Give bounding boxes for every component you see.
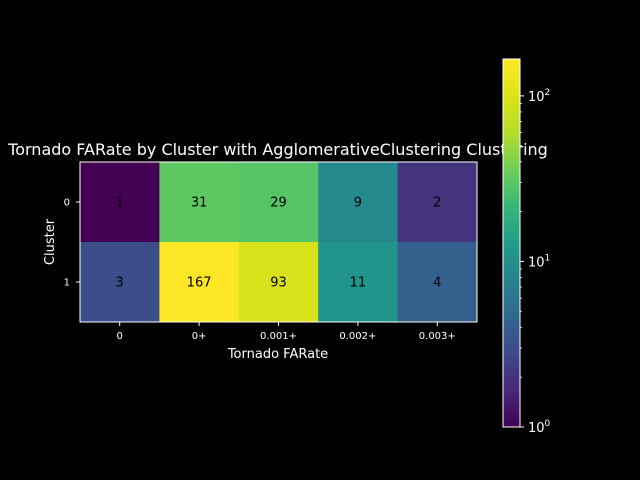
- heatmap-cell: [238, 242, 319, 323]
- y-axis: 01: [64, 198, 80, 289]
- cell-value-label: 4: [433, 276, 441, 291]
- x-tick-label: 0.003+: [419, 331, 456, 342]
- heatmap-cell: [80, 162, 160, 243]
- cell-value-label: 31: [191, 196, 208, 211]
- heatmap-cell: [318, 162, 399, 243]
- colorbar-tick-label: 102: [528, 88, 550, 105]
- cell-value-label: 93: [270, 276, 287, 291]
- heatmap-cell: [80, 242, 160, 323]
- cell-value-label: 167: [187, 276, 212, 291]
- cell-value-label: 1: [116, 196, 124, 211]
- colorbar-ticks: 100 101 102: [520, 88, 551, 436]
- x-tick-label: 0: [117, 331, 123, 342]
- x-axis: 0 0+ 0.001+ 0.002+ 0.003+: [117, 322, 456, 342]
- cell-annotations: 1 31 29 9 2 3 167 93 11 4: [116, 196, 442, 291]
- heatmap-cell: [318, 242, 399, 323]
- x-tick-label: 0.001+: [260, 331, 297, 342]
- x-tick-label: 0.002+: [339, 331, 376, 342]
- y-tick-label: 0: [64, 198, 70, 209]
- colorbar-tick-label: 101: [528, 253, 550, 270]
- cell-value-label: 11: [350, 276, 367, 291]
- chart-title: Tornado FARate by Cluster with Agglomera…: [7, 140, 548, 159]
- y-tick-label: 1: [64, 278, 70, 289]
- heatmap-cells: [80, 162, 478, 323]
- heatmap-cell: [159, 242, 240, 323]
- x-tick-label: 0+: [192, 331, 207, 342]
- heatmap-cell: [397, 162, 478, 243]
- colorbar-tick-label: 100: [528, 419, 551, 436]
- heatmap-cell: [159, 162, 240, 243]
- x-axis-label: Tornado FARate: [227, 347, 328, 362]
- colorbar: 100 101 102: [502, 58, 551, 436]
- cell-value-label: 3: [116, 276, 124, 291]
- cell-value-label: 29: [270, 196, 287, 211]
- colorbar-gradient: [502, 58, 521, 428]
- cell-value-label: 9: [354, 196, 362, 211]
- cell-value-label: 2: [433, 196, 441, 211]
- heatmap-cell: [238, 162, 319, 243]
- heatmap-cell: [397, 242, 478, 323]
- y-axis-label: Cluster: [43, 218, 58, 265]
